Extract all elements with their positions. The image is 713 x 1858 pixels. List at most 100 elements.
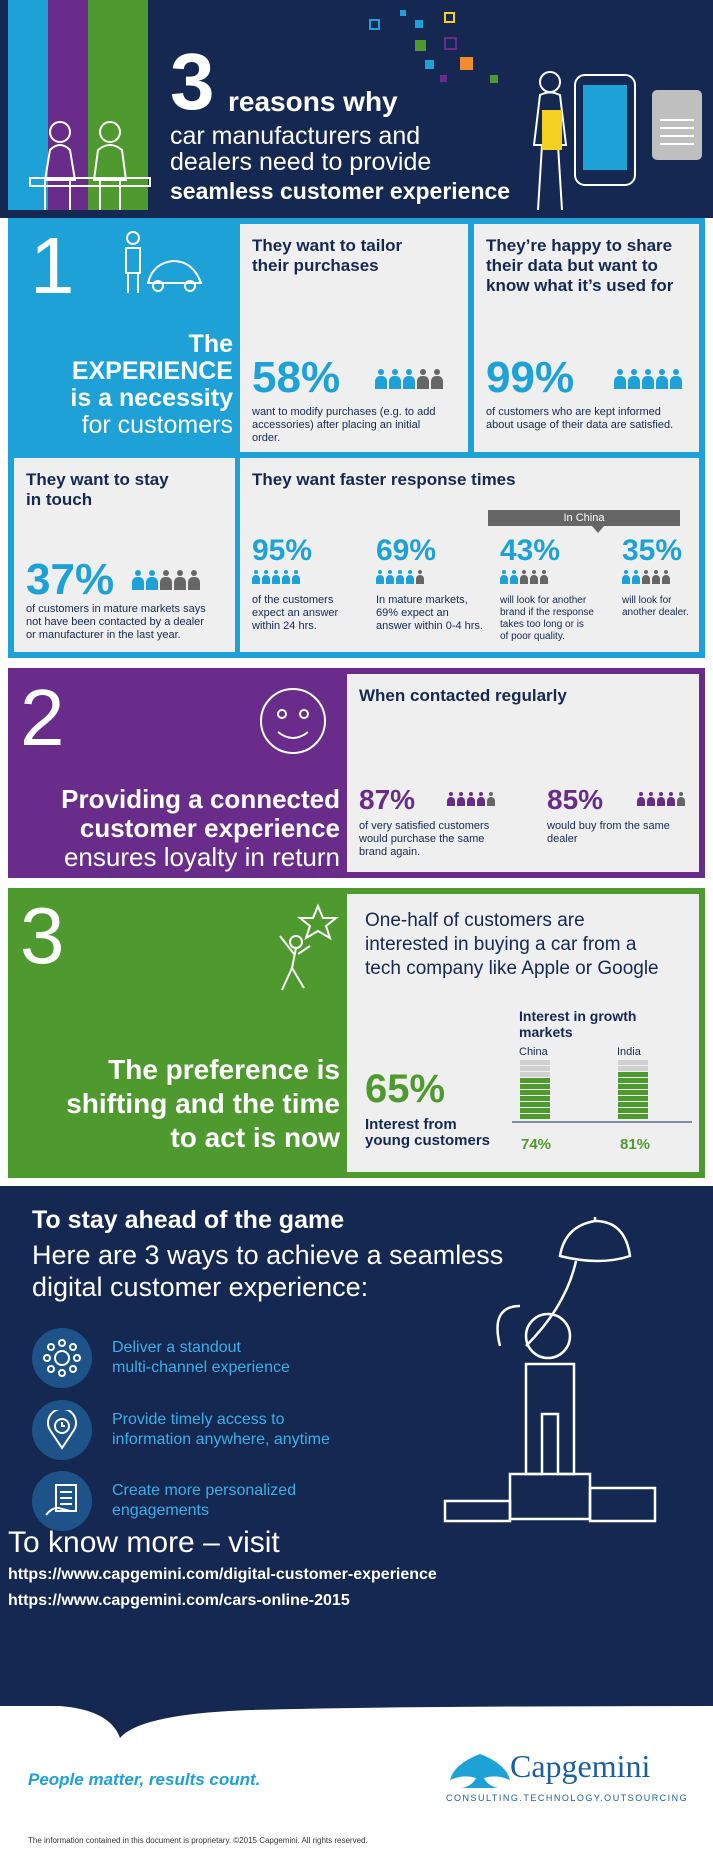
person-icon bbox=[431, 369, 443, 389]
purple-stripe bbox=[48, 0, 88, 210]
header-banner: 3 reasons why car manufacturers and deal… bbox=[0, 0, 713, 218]
faster-panel: They want faster response times In China… bbox=[240, 458, 699, 652]
touch-title-1: They want to stay bbox=[26, 470, 169, 489]
growth-bar-chart bbox=[512, 1060, 692, 1123]
person-icon bbox=[500, 570, 508, 584]
person-icon bbox=[132, 570, 144, 590]
faster-desc-3c: takes too long or is bbox=[500, 619, 584, 630]
china-label-bar: In China bbox=[488, 510, 680, 526]
stat1-desc-2: would purchase the same bbox=[359, 833, 485, 845]
bar-segment bbox=[520, 1102, 550, 1107]
contacted-title: When contacted regularly bbox=[359, 686, 567, 705]
person-icon bbox=[540, 570, 548, 584]
bar-segment bbox=[618, 1084, 648, 1089]
link-cars-online[interactable]: https://www.capgemini.com/cars-online-20… bbox=[8, 1592, 350, 1609]
person-icon bbox=[520, 570, 528, 584]
faster-percent-3: 43% bbox=[500, 534, 561, 567]
people-icons bbox=[637, 792, 685, 806]
brand-sub: CONSULTING.TECHNOLOGY.OUTSOURCING bbox=[446, 1793, 689, 1803]
faster-percent-1: 95% bbox=[252, 534, 313, 567]
person-icon bbox=[642, 369, 654, 389]
people-icons bbox=[500, 570, 548, 584]
people-icons bbox=[614, 369, 682, 389]
decorative-squares bbox=[369, 10, 498, 83]
jumping-person-star-icon bbox=[279, 903, 339, 991]
tailor-percent: 58% bbox=[252, 353, 341, 402]
bar-segment bbox=[520, 1114, 550, 1119]
faster-desc-3a: will look for another bbox=[500, 595, 587, 606]
people-icons bbox=[447, 792, 495, 806]
stat-percent-2: 85% bbox=[547, 784, 604, 815]
person-icon bbox=[510, 570, 518, 584]
person-icon bbox=[677, 792, 685, 806]
touch-percent: 37% bbox=[26, 555, 115, 604]
ahead-title: To stay ahead of the game bbox=[32, 1206, 345, 1234]
person-icon bbox=[160, 570, 172, 590]
person-icon bbox=[477, 792, 485, 806]
blue-stripe bbox=[8, 0, 48, 210]
tailor-desc-2: accessories) after placing an initial bbox=[252, 419, 421, 431]
woman-phone-icon bbox=[532, 71, 702, 211]
china-label: China bbox=[519, 1046, 548, 1058]
faster-desc-1a: of the customers bbox=[252, 594, 334, 606]
share-percent: 99% bbox=[486, 353, 575, 402]
heading-line-3: to act is now bbox=[170, 1122, 340, 1153]
contacted-panel: When contacted regularly 87% of very sat… bbox=[347, 674, 699, 872]
person-icon bbox=[667, 792, 675, 806]
bar-segment bbox=[618, 1102, 648, 1107]
person-icon bbox=[457, 792, 465, 806]
person-icon bbox=[252, 570, 260, 584]
disclaimer: The information contained in this docume… bbox=[28, 1836, 368, 1845]
ahead-sub-2: digital customer experience: bbox=[32, 1272, 369, 1302]
tech-company-panel: One-half of customers are interested in … bbox=[347, 894, 699, 1172]
smiley-icon bbox=[260, 688, 326, 754]
young-line-1: Interest from bbox=[365, 1116, 457, 1133]
person-icon bbox=[632, 570, 640, 584]
way-2-line-2: information anywhere, anytime bbox=[112, 1431, 330, 1448]
share-desc-2: about usage of their data are satisfied. bbox=[486, 419, 674, 431]
heading-line-3: is a necessity bbox=[70, 384, 233, 412]
faster-desc-1b: expect an answer bbox=[252, 607, 339, 619]
heading-line-2: EXPERIENCE bbox=[71, 357, 233, 385]
person-icon bbox=[530, 570, 538, 584]
faster-desc-4b: another dealer. bbox=[622, 607, 689, 618]
growth-title-2: markets bbox=[519, 1024, 573, 1040]
capgemini-spade-logo bbox=[450, 1754, 510, 1788]
india-label: India bbox=[617, 1046, 641, 1058]
person-icon bbox=[487, 792, 495, 806]
way-item-3: Create more personalized engagements bbox=[32, 1471, 372, 1531]
bar-segment bbox=[618, 1090, 648, 1095]
person-icon bbox=[642, 570, 650, 584]
tailor-title-1: They want to tailor bbox=[252, 236, 403, 255]
green-stripe bbox=[88, 0, 148, 210]
share-title-2: their data but want to bbox=[486, 256, 658, 275]
person-icon bbox=[652, 570, 660, 584]
way-2-line-1: Provide timely access to bbox=[112, 1411, 285, 1428]
heading-line-2: shifting and the time bbox=[66, 1088, 340, 1119]
section-preference: 3 The preference is shifting and the tim… bbox=[8, 888, 705, 1178]
stat1-desc-3: brand again. bbox=[359, 846, 421, 858]
title-number: 3 bbox=[170, 37, 215, 126]
person-icon bbox=[146, 570, 158, 590]
faster-desc-3b: brand if the response bbox=[500, 607, 594, 618]
link-digital-customer-experience[interactable]: https://www.capgemini.com/digital-custom… bbox=[8, 1566, 437, 1583]
people-icons bbox=[132, 570, 200, 590]
wave-divider bbox=[0, 1700, 713, 1738]
china-bar bbox=[520, 1060, 550, 1119]
touch-desc-2: not have been contacted by a dealer bbox=[26, 616, 204, 628]
bar-segment bbox=[520, 1066, 550, 1071]
title-line-3: dealers need to provide bbox=[170, 148, 432, 176]
way-text: Create more personalized engagements bbox=[112, 1481, 372, 1521]
tailor-title-2: their purchases bbox=[252, 256, 379, 275]
young-line-2: young customers bbox=[365, 1132, 491, 1149]
document-hand-icon bbox=[32, 1471, 92, 1531]
intro-line-3: tech company like Apple or Google bbox=[365, 958, 659, 979]
bar-segment bbox=[618, 1078, 648, 1083]
bar-segment bbox=[520, 1072, 550, 1077]
way-text: Provide timely access to information any… bbox=[112, 1410, 372, 1450]
section-loyalty: 2 Providing a connected customer experie… bbox=[8, 668, 705, 878]
touch-desc-3: or manufacturer in the last year. bbox=[26, 629, 181, 641]
person-icon bbox=[622, 570, 630, 584]
section-number: 2 bbox=[20, 673, 65, 762]
heading-line-1: The preference is bbox=[108, 1054, 340, 1085]
